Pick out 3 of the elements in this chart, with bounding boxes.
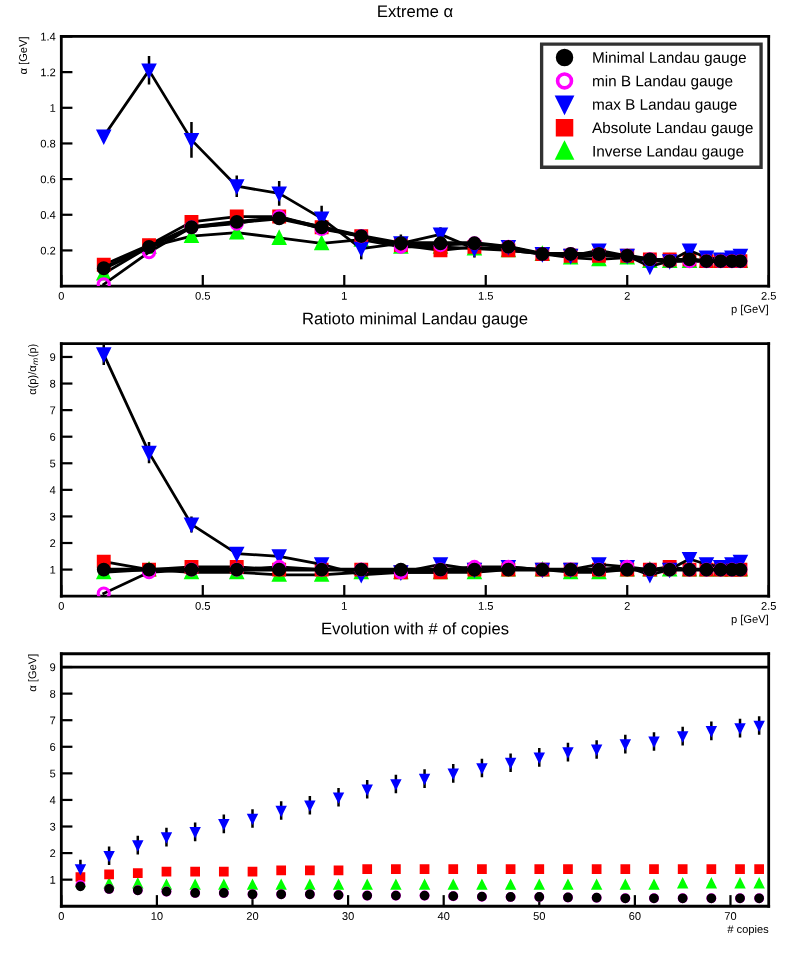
chart-title: Ratioto minimal Landau gauge: [303, 312, 528, 328]
chart-title: Extreme α: [378, 5, 453, 18]
chart-title: Evolution with # of copies: [322, 622, 509, 638]
